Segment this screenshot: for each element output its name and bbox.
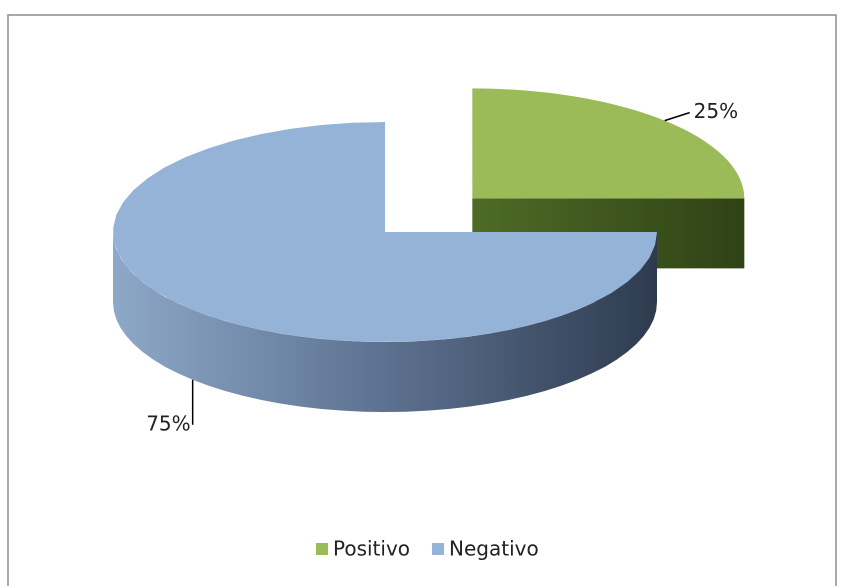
legend: Positivo Negativo — [316, 537, 539, 561]
slice-top — [113, 122, 657, 342]
data-label: 25% — [694, 99, 738, 123]
slice-top — [472, 88, 745, 199]
legend-swatch — [432, 543, 445, 555]
chart-frame — [7, 14, 837, 586]
leader-line — [664, 111, 690, 122]
legend-label: Positivo — [333, 537, 410, 561]
pie: 25% 75% — [113, 88, 745, 435]
slice-side — [113, 232, 657, 412]
legend-swatch — [316, 543, 328, 555]
data-label: 75% — [146, 411, 190, 435]
legend-label: Negativo — [449, 537, 539, 561]
slice — [113, 122, 657, 412]
